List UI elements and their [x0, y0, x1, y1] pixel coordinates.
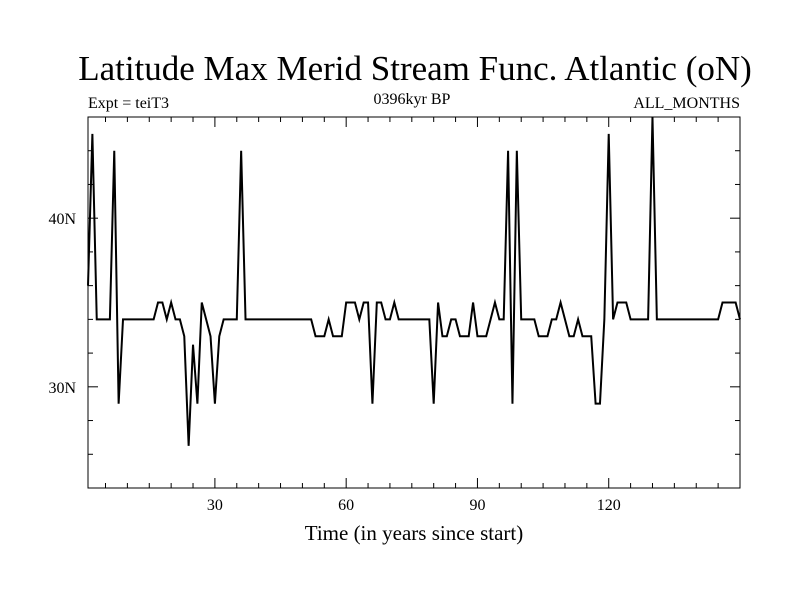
y-tick-label: 30N [48, 380, 76, 397]
plot-frame [87, 116, 741, 489]
x-axis-label: Time (in years since start) [305, 521, 524, 545]
series-group [87, 116, 741, 446]
x-tick-label: 60 [338, 497, 354, 514]
series-line [87, 116, 741, 446]
y-tick-label: 40N [48, 211, 76, 228]
chart-title: Latitude Max Merid Stream Func. Atlantic… [78, 49, 752, 88]
x-tick-label: 120 [597, 497, 621, 514]
subtitle-left: Expt = teiT3 [88, 95, 169, 112]
subtitle-right: ALL_MONTHS [633, 95, 740, 112]
x-tick-label: 90 [469, 497, 485, 514]
subtitle-center: 0396kyr BP [374, 91, 451, 108]
axes-group: 30 60 90 120 30N 40N [48, 116, 741, 514]
x-tick-label: 30 [207, 497, 223, 514]
